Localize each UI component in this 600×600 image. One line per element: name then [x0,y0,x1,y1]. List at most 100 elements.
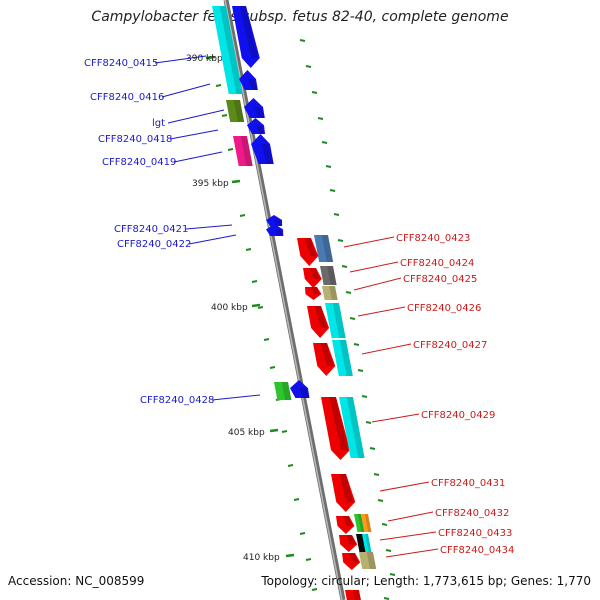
outer-tick [361,395,368,398]
gene-label: CFF8240_0421 [114,224,188,235]
accession-text: Accession: NC_008599 [8,574,145,588]
gene-label: CFF8240_0423 [396,233,470,244]
outer-tick [325,165,332,168]
feature-cds-shade [281,382,292,400]
kbp-tick-label: 400 kbp [211,303,248,313]
outer-tick [385,549,392,552]
feature-cds [247,118,266,134]
inner-tick [239,214,246,217]
outer-tick [381,523,388,526]
inner-tick [215,84,222,87]
feature-cds [313,343,336,376]
feature-cds [321,397,350,460]
outer-tick [341,265,348,268]
gene-leader-line [211,394,261,401]
gene-leader-line [357,306,406,317]
feature-cds-shade [357,514,365,532]
feature-cds-shade [346,535,356,545]
gene-label: CFF8240_0416 [90,92,164,103]
feature-cds-shade [329,397,348,450]
gene-leader-line [188,234,237,245]
feature-cds [303,268,322,288]
gene-label: CFF8240_0431 [431,478,505,489]
feature-cds [290,380,310,398]
feature-cds-shade [352,590,361,600]
outer-tick [337,239,344,242]
feature-cds-shade [320,343,334,366]
outer-tick [389,573,396,576]
outer-tick [317,117,324,120]
feature-cds-shade [365,534,372,552]
inner-tick [281,430,288,433]
feature-cds [305,287,322,300]
gene-label: CFF8240_0427 [413,340,487,351]
feature-cds [251,134,274,164]
gene-label: CFF8240_0419 [102,157,176,168]
feature-cds [239,70,258,90]
gene-label: CFF8240_0428 [140,395,214,406]
outer-tick [353,343,360,346]
inner-tick [269,366,276,369]
feature-cds [212,6,243,94]
inner-tick [221,114,228,117]
feature-cds-shade [299,388,310,398]
feature-cds [320,266,337,285]
outer-tick [349,317,356,320]
gene-leader-line [161,83,211,98]
kbp-major-tick [251,303,261,308]
outer-tick [311,91,318,94]
outer-tick [345,291,352,294]
map-title: Campylobacter fetus subsp. fetus 82-40, … [91,9,509,25]
gene-label: CFF8240_0418 [98,134,172,145]
inner-tick [293,498,300,501]
feature-cds-shade [310,268,320,279]
feature-cds [233,136,253,166]
feature-cds-shade [332,303,346,338]
inner-tick [251,280,258,283]
feature-cds-shade [339,340,353,376]
feature-cds [354,514,365,532]
feature-cds-shade [343,516,353,526]
genome-summary-text: Topology: circular; Length: 1,773,615 bp… [261,574,591,588]
feature-cds [362,534,372,552]
feature-cds [339,535,358,552]
feature-cds [336,516,355,534]
gene-leader-line [353,277,402,291]
gene-leader-line [349,261,399,273]
feature-cds [322,286,338,300]
gene-leader-line [343,236,395,248]
feature-cds [325,303,346,338]
feature-cds-shade [219,6,243,94]
inner-tick [287,464,294,467]
gene-leader-line [169,129,219,140]
feature-cds [266,224,284,236]
feature-cds [339,397,365,458]
backbone-line [223,0,346,600]
feature-cds-shade [366,552,377,569]
feature-cds-shade [304,238,317,256]
feature-cds-shade [339,474,354,502]
kbp-major-tick [285,553,295,558]
inner-tick [257,306,264,309]
gene-label: CFF8240_0425 [403,274,477,285]
feature-cds-shade [239,6,258,58]
feature-cds-shade [311,287,320,295]
outer-tick [369,447,376,450]
outer-tick [383,597,390,600]
feature-cds [274,382,292,400]
gene-label: CFF8240_0429 [421,410,495,421]
gene-label: CFF8240_0422 [117,239,191,250]
gene-leader-line [379,481,430,492]
gene-leader-line [154,55,207,64]
outer-tick [333,213,340,216]
gene-label: CFF8240_0424 [400,258,474,269]
gene-leader-line [167,109,225,124]
kbp-tick-label: 390 kbp [186,54,223,64]
gene-leader-line [371,413,420,423]
feature-cds [331,474,356,512]
gene-label: CFF8240_0432 [435,508,509,519]
feature-cds-shade [275,229,284,236]
inner-tick [245,248,252,251]
